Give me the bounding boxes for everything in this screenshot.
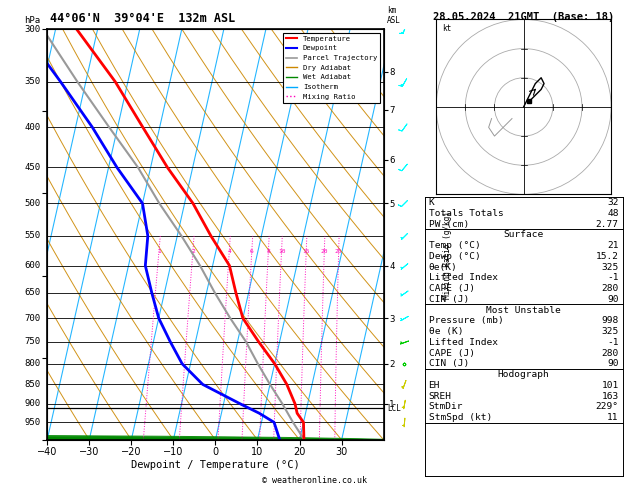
Text: 1: 1	[157, 248, 161, 254]
Text: 15.2: 15.2	[596, 252, 619, 261]
X-axis label: Dewpoint / Temperature (°C): Dewpoint / Temperature (°C)	[131, 460, 300, 470]
Text: CIN (J): CIN (J)	[428, 295, 469, 304]
Text: 650: 650	[25, 288, 40, 297]
Text: 6: 6	[250, 248, 253, 254]
Text: Totals Totals: Totals Totals	[428, 209, 503, 218]
Text: StmSpd (kt): StmSpd (kt)	[428, 413, 492, 422]
Text: -1: -1	[607, 274, 619, 282]
Text: 90: 90	[607, 295, 619, 304]
Text: StmDir: StmDir	[428, 402, 463, 412]
Text: 950: 950	[25, 418, 40, 427]
Text: -1: -1	[607, 338, 619, 347]
Text: 280: 280	[601, 284, 619, 293]
Text: 21: 21	[607, 241, 619, 250]
Text: Surface: Surface	[504, 230, 543, 240]
Text: 4: 4	[228, 248, 231, 254]
Text: PW (cm): PW (cm)	[428, 220, 469, 229]
Text: kt: kt	[442, 24, 451, 33]
Text: CAPE (J): CAPE (J)	[428, 348, 474, 358]
Text: 400: 400	[25, 123, 40, 132]
Text: 8: 8	[267, 248, 270, 254]
Text: 850: 850	[25, 380, 40, 389]
Text: hPa: hPa	[25, 16, 40, 25]
Text: Temp (°C): Temp (°C)	[428, 241, 481, 250]
Text: 90: 90	[607, 360, 619, 368]
Text: CAPE (J): CAPE (J)	[428, 284, 474, 293]
Text: EH: EH	[428, 381, 440, 390]
Text: 2: 2	[191, 248, 195, 254]
Text: 280: 280	[601, 348, 619, 358]
Text: 44°06'N  39°04'E  132m ASL: 44°06'N 39°04'E 132m ASL	[50, 12, 236, 25]
Text: SREH: SREH	[428, 392, 452, 400]
Text: 101: 101	[601, 381, 619, 390]
Text: Lifted Index: Lifted Index	[428, 338, 498, 347]
Text: 20: 20	[321, 248, 328, 254]
Text: K: K	[428, 198, 434, 207]
Text: 900: 900	[25, 399, 40, 408]
Text: 32: 32	[607, 198, 619, 207]
Text: LCL: LCL	[387, 404, 401, 413]
Text: 350: 350	[25, 77, 40, 86]
Text: 600: 600	[25, 261, 40, 270]
Text: 10: 10	[278, 248, 286, 254]
Text: 2.77: 2.77	[596, 220, 619, 229]
Text: 750: 750	[25, 337, 40, 346]
Text: 325: 325	[601, 327, 619, 336]
Text: km
ASL: km ASL	[387, 6, 401, 25]
Text: 325: 325	[601, 263, 619, 272]
Text: 48: 48	[607, 209, 619, 218]
Text: Lifted Index: Lifted Index	[428, 274, 498, 282]
Text: 800: 800	[25, 359, 40, 368]
Text: 15: 15	[303, 248, 310, 254]
Text: Most Unstable: Most Unstable	[486, 306, 561, 315]
Text: 25: 25	[335, 248, 342, 254]
Text: 500: 500	[25, 199, 40, 208]
Text: Dewp (°C): Dewp (°C)	[428, 252, 481, 261]
Text: 550: 550	[25, 231, 40, 241]
Text: 700: 700	[25, 313, 40, 323]
Text: 229°: 229°	[596, 402, 619, 412]
Text: 163: 163	[601, 392, 619, 400]
Text: 998: 998	[601, 316, 619, 326]
Text: 28.05.2024  21GMT  (Base: 18): 28.05.2024 21GMT (Base: 18)	[433, 12, 615, 22]
Legend: Temperature, Dewpoint, Parcel Trajectory, Dry Adiabat, Wet Adiabat, Isotherm, Mi: Temperature, Dewpoint, Parcel Trajectory…	[283, 33, 380, 103]
Text: θe (K): θe (K)	[428, 327, 463, 336]
Text: CIN (J): CIN (J)	[428, 360, 469, 368]
Text: θe(K): θe(K)	[428, 263, 457, 272]
Text: 450: 450	[25, 163, 40, 172]
Text: Mixing Ratio (g/kg): Mixing Ratio (g/kg)	[443, 211, 452, 299]
Text: 11: 11	[607, 413, 619, 422]
Text: © weatheronline.co.uk: © weatheronline.co.uk	[262, 475, 367, 485]
Text: Hodograph: Hodograph	[498, 370, 550, 379]
Text: 300: 300	[25, 25, 40, 34]
Text: Pressure (mb): Pressure (mb)	[428, 316, 503, 326]
